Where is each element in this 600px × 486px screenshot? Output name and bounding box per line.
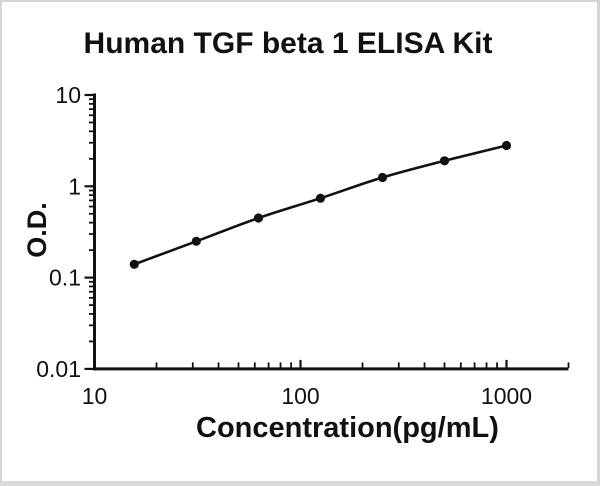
y-tick-label: 1 <box>68 173 81 199</box>
data-point-marker <box>129 259 139 269</box>
x-tick-label: 10 <box>82 383 108 409</box>
y-tick-label: 0.1 <box>49 265 81 291</box>
y-tick-label: 10 <box>55 82 81 108</box>
x-axis-title: Concentration(pg/mL) <box>196 412 499 444</box>
data-point-marker <box>439 156 450 166</box>
data-point-marker <box>315 193 326 203</box>
y-tick-label: 0.01 <box>36 356 81 382</box>
x-tick-label: 1000 <box>481 383 532 409</box>
standard-curve-line <box>133 144 508 266</box>
data-point-marker <box>377 172 388 183</box>
y-axis-title: O.D. <box>22 202 52 258</box>
data-point-marker <box>253 213 264 223</box>
chart-title: Human TGF beta 1 ELISA Kit <box>83 27 493 60</box>
data-point-marker <box>191 236 201 246</box>
data-point-marker <box>501 140 512 151</box>
x-tick-label: 100 <box>281 383 319 409</box>
